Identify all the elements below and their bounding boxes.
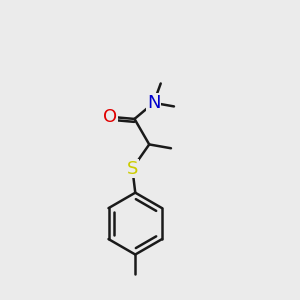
Text: O: O: [103, 108, 118, 126]
Text: N: N: [147, 94, 160, 112]
Text: S: S: [127, 160, 138, 178]
